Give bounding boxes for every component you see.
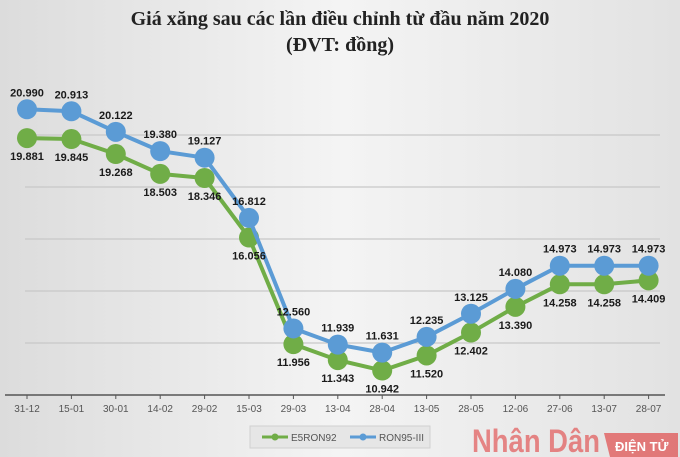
x-tick-label: 27-06 <box>547 404 573 415</box>
x-tick-label: 13-07 <box>591 404 617 415</box>
data-point-E5RON92 <box>461 322 481 343</box>
data-label-RON95-III: 12.235 <box>410 315 444 327</box>
data-label-E5RON92: 13.390 <box>499 320 533 332</box>
data-label-RON95-III: 19.380 <box>143 129 177 141</box>
data-point-RON95-III <box>638 255 659 276</box>
data-label-E5RON92: 18.346 <box>188 191 222 203</box>
data-label-E5RON92: 14.258 <box>587 297 621 309</box>
x-tick-label: 28-04 <box>369 404 395 415</box>
data-point-E5RON92 <box>416 345 437 366</box>
legend-label: RON95-III <box>379 433 424 444</box>
data-label-E5RON92: 11.956 <box>277 357 310 369</box>
data-point-RON95-III <box>283 318 304 339</box>
data-point-E5RON92 <box>194 168 215 189</box>
data-label-RON95-III: 20.122 <box>99 110 133 122</box>
data-point-RON95-III <box>594 255 615 276</box>
data-point-RON95-III <box>372 342 393 363</box>
nhan-dan-logo: Nhân Dân ĐIỆN TỬ <box>472 423 678 457</box>
data-label-E5RON92: 19.845 <box>55 152 89 164</box>
x-tick-label: 13-05 <box>414 404 440 415</box>
x-tick-label: 29-03 <box>281 404 307 415</box>
legend-box <box>249 425 431 449</box>
data-point-E5RON92 <box>61 129 82 150</box>
data-label-E5RON92: 19.268 <box>99 167 133 179</box>
legend-label: E5RON92 <box>291 433 337 444</box>
data-point-RON95-III <box>416 326 437 347</box>
data-label-RON95-III: 11.939 <box>321 323 354 335</box>
legend-marker-E5RON92 <box>271 433 279 441</box>
data-point-E5RON92 <box>150 163 171 184</box>
x-tick-label: 29-02 <box>192 404 218 415</box>
legend-marker-RON95-III <box>359 433 367 441</box>
data-label-RON95-III: 13.125 <box>454 292 488 304</box>
x-tick-label: 13-04 <box>325 404 351 415</box>
data-label-RON95-III: 16.812 <box>232 196 266 208</box>
data-point-E5RON92 <box>549 274 570 295</box>
data-point-E5RON92 <box>638 270 659 291</box>
data-point-E5RON92 <box>372 360 393 381</box>
data-label-RON95-III: 14.973 <box>587 244 621 256</box>
x-tick-label: 15-03 <box>236 404 262 415</box>
data-label-E5RON92: 10.942 <box>365 384 399 396</box>
data-label-RON95-III: 11.631 <box>366 331 399 343</box>
data-label-RON95-III: 19.127 <box>188 136 222 148</box>
data-point-RON95-III <box>61 101 82 122</box>
x-tick-label: 28-07 <box>636 404 662 415</box>
data-point-E5RON92 <box>594 274 615 295</box>
data-point-RON95-III <box>105 121 126 142</box>
subtitle-line: (ĐVT: đồng) <box>286 34 394 56</box>
title-line: Giá xăng sau các lần điều chỉnh từ đầu n… <box>130 8 550 30</box>
data-label-RON95-III: 20.990 <box>10 87 44 99</box>
x-tick-label: 28-05 <box>458 404 484 415</box>
data-point-E5RON92 <box>327 350 348 371</box>
data-point-E5RON92 <box>105 144 126 165</box>
data-point-E5RON92 <box>283 334 304 355</box>
x-tick-label: 31-12 <box>14 404 40 415</box>
data-label-RON95-III: 14.973 <box>632 244 666 256</box>
data-label-RON95-III: 12.560 <box>277 306 311 318</box>
data-label-RON95-III: 14.973 <box>543 244 577 256</box>
data-label-E5RON92: 16.056 <box>232 251 266 263</box>
data-point-RON95-III <box>239 207 259 228</box>
data-point-RON95-III <box>549 255 570 276</box>
data-point-E5RON92 <box>505 296 526 317</box>
x-tick-label: 14-02 <box>147 404 173 415</box>
data-label-E5RON92: 11.343 <box>321 373 354 385</box>
data-label-E5RON92: 19.881 <box>10 151 44 163</box>
data-point-RON95-III <box>505 278 526 299</box>
data-label-E5RON92: 18.503 <box>143 187 177 199</box>
x-tick-label: 30-01 <box>103 404 129 415</box>
chart-title: Giá xăng sau các lần điều chỉnh từ đầu n… <box>0 6 680 58</box>
svg-text:Nhân Dân: Nhân Dân <box>472 423 600 457</box>
data-point-RON95-III <box>150 141 171 162</box>
data-point-RON95-III <box>17 99 37 120</box>
data-point-RON95-III <box>194 147 215 168</box>
x-tick-label: 15-01 <box>59 404 85 415</box>
data-point-RON95-III <box>327 334 348 355</box>
data-point-RON95-III <box>461 303 481 324</box>
data-label-E5RON92: 14.258 <box>543 297 577 309</box>
data-label-RON95-III: 20.913 <box>55 89 89 101</box>
data-point-E5RON92 <box>17 128 37 149</box>
data-label-E5RON92: 12.402 <box>454 346 488 358</box>
data-label-RON95-III: 14.080 <box>499 267 533 279</box>
svg-text:ĐIỆN TỬ: ĐIỆN TỬ <box>615 439 669 454</box>
data-label-E5RON92: 11.520 <box>410 368 443 380</box>
data-label-E5RON92: 14.409 <box>632 293 666 305</box>
x-tick-label: 12-06 <box>503 404 529 415</box>
